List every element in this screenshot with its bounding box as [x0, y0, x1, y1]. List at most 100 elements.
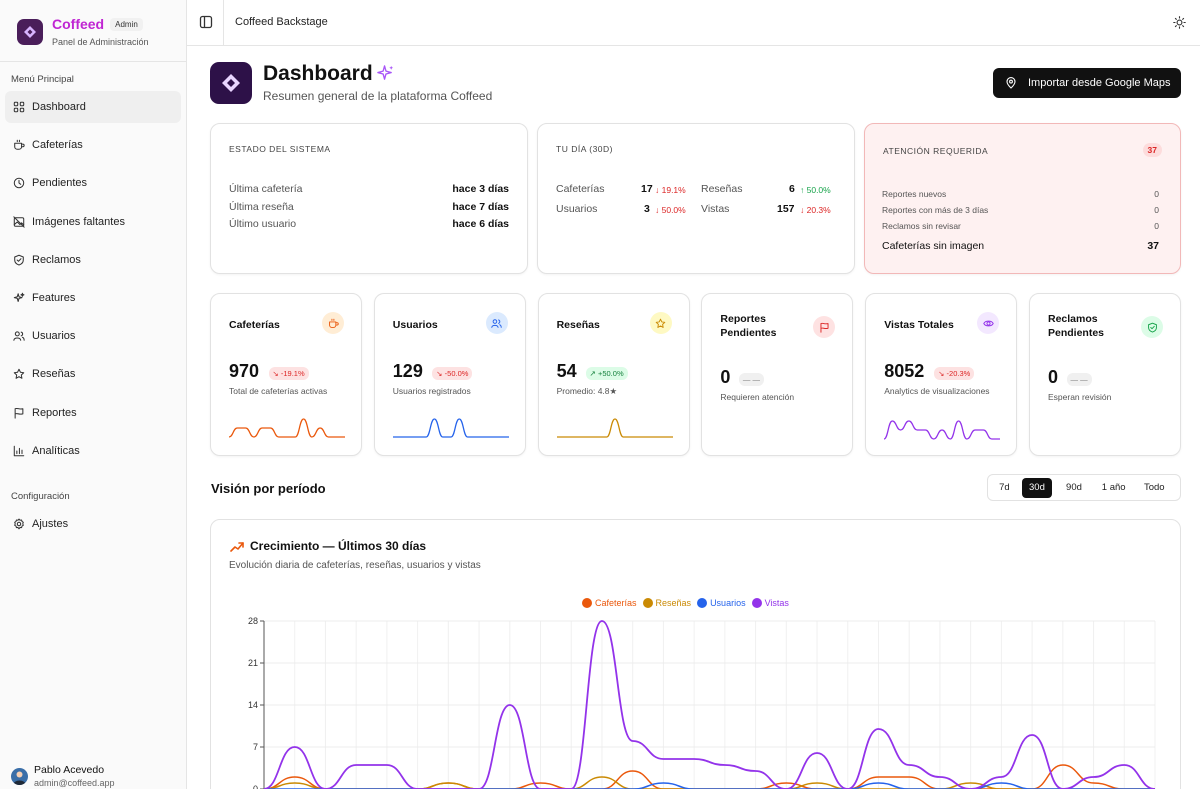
sidebar-item-label: Features	[32, 291, 76, 304]
day-metric-value: 6	[789, 183, 795, 195]
sidebar-item-dashboard[interactable]: Dashboard	[5, 91, 181, 123]
sidebar-item-label: Analíticas	[32, 444, 80, 457]
sidebar-toggle-icon[interactable]	[199, 15, 213, 29]
stat-value: 129	[392, 361, 423, 381]
period-option-1-año[interactable]: 1 año	[1101, 482, 1126, 493]
attention-value: 37	[1147, 240, 1159, 252]
sidebar-item-label: Reseñas	[32, 368, 76, 381]
brand-subtitle: Panel de Administración	[52, 37, 149, 47]
coffee-icon	[328, 318, 339, 328]
status-key: Última cafetería	[229, 183, 303, 195]
stat-card[interactable]: Reclamos Pendientes 0 — — Esperan revisión	[1029, 293, 1181, 456]
period-option-30d[interactable]: 30d	[1021, 477, 1053, 498]
stat-title: Reclamos Pendientes	[1048, 313, 1105, 339]
sidebar-item-im-genes-faltantes[interactable]: Imágenes faltantes	[5, 206, 181, 238]
main-nav: Dashboard Cafeterías Pendientes Imágenes fa…	[5, 91, 181, 473]
status-row: Última reseña hace 7 días	[229, 201, 509, 213]
card-label: TU DÍA (30D)	[556, 144, 614, 154]
day-metric: Reseñas 6 ↑ 50.0%	[701, 183, 839, 195]
y-tick-label: 14	[248, 700, 258, 710]
sidebar-item-cafeter-as[interactable]: Cafeterías	[5, 129, 181, 161]
legend-item[interactable]: Reseñas	[642, 598, 692, 608]
sidebar-item-ajustes[interactable]: Ajustes	[5, 508, 181, 540]
star-icon	[13, 369, 25, 380]
page-title: Dashboard	[263, 62, 373, 85]
flag-icon	[820, 322, 829, 333]
attention-row-main[interactable]: Cafeterías sin imagen 37	[882, 240, 1159, 252]
stat-sparkline	[392, 418, 509, 438]
stat-icon-wrap	[322, 312, 344, 334]
sidebar-item-features[interactable]: Features	[5, 282, 181, 314]
stat-title: Vistas Totales	[884, 319, 954, 331]
sidebar-item-rese-as[interactable]: Reseñas	[5, 358, 181, 390]
day-metric: Cafeterías 17 ↓ 19.1%	[556, 183, 694, 195]
map-pin-icon	[1006, 77, 1016, 89]
period-option-Todo[interactable]: Todo	[1143, 482, 1165, 493]
legend-label: Usuarios	[710, 598, 746, 608]
topbar: Coffeed Backstage	[187, 0, 1200, 46]
diamond-icon	[222, 74, 240, 92]
stat-value: 8052	[884, 361, 925, 381]
legend-swatch	[751, 598, 762, 608]
status-key: Última reseña	[229, 201, 294, 213]
import-button-label: Importar desde Google Maps	[1028, 77, 1171, 89]
stat-card[interactable]: Usuarios 129 ↘ -50.0% Usuarios registrados	[373, 293, 526, 456]
stat-card[interactable]: Reportes Pendientes 0 — — Requieren atenció…	[701, 293, 854, 456]
sidebar-item-label: Dashboard	[32, 101, 86, 113]
sidebar-item-anal-ticas[interactable]: Analíticas	[5, 435, 181, 467]
section-title: Visión por período	[211, 481, 326, 496]
legend-label: Reseñas	[655, 598, 692, 608]
period-option-7d[interactable]: 7d	[999, 482, 1010, 493]
your-day-card: TU DÍA (30D) Cafeterías 17 ↓ 19.1% Reseñ…	[537, 123, 855, 274]
card-label: ESTADO DEL SISTEMA	[229, 144, 331, 154]
brand[interactable]: Coffeed Admin Panel de Administración	[17, 16, 149, 47]
page-subtitle: Resumen general de la plataforma Coffeed	[263, 89, 493, 103]
sidebar-item-reclamos[interactable]: Reclamos	[5, 244, 181, 276]
day-metric-label: Usuarios	[556, 203, 598, 215]
sidebar-item-pendientes[interactable]: Pendientes	[5, 167, 181, 199]
stat-card[interactable]: Cafeterías 970 ↘ -19.1% Total de cafeterías…	[210, 293, 362, 456]
import-google-maps-button[interactable]: Importar desde Google Maps	[993, 68, 1181, 98]
stat-icon-wrap	[813, 316, 836, 338]
legend-item[interactable]: Usuarios	[697, 598, 746, 608]
day-metric: Vistas 157 ↓ 20.3%	[701, 203, 839, 215]
legend-item[interactable]: Vistas	[751, 598, 789, 608]
legend-swatch	[582, 598, 592, 608]
status-key: Último usuario	[229, 218, 297, 230]
stat-delta-badge: ↗ +50.0%	[585, 367, 628, 380]
stat-value: 970	[229, 361, 260, 381]
sun-icon[interactable]	[1173, 16, 1186, 29]
status-value: hace 6 días	[452, 218, 509, 230]
layout-grid-icon	[13, 101, 25, 113]
status-value: hace 7 días	[452, 201, 509, 213]
day-metric-value: 17	[641, 183, 653, 195]
sidebar-item-label: Reclamos	[32, 253, 81, 266]
stat-card[interactable]: Vistas Totales 8052 ↘ -20.3% Analytics de v…	[865, 293, 1018, 456]
sidebar-item-usuarios[interactable]: Usuarios	[5, 320, 181, 352]
sidebar-item-reportes[interactable]: Reportes	[5, 397, 181, 429]
stat-icon-wrap	[649, 312, 672, 334]
attention-count-badge: 37	[1142, 143, 1162, 157]
gear-icon	[14, 518, 24, 530]
attention-row: Reportes con más de 3 días 0	[882, 205, 1159, 215]
sparkles-icon	[13, 292, 25, 302]
growth-chart-card: Crecimiento — Últimos 30 días Evolución …	[210, 519, 1181, 789]
user-name: Pablo Acevedo	[34, 764, 105, 776]
attention-card: ATENCIÓN REQUERIDA 37 Reportes nuevos 0 R…	[864, 123, 1181, 274]
period-option-90d[interactable]: 90d	[1066, 482, 1082, 493]
stat-subtitle: Promedio: 4.8★	[556, 386, 618, 396]
stat-subtitle: Total de cafeterías activas	[229, 386, 328, 396]
flag-icon	[14, 407, 24, 419]
attention-key: Reportes con más de 3 días	[882, 205, 989, 215]
attention-value: 0	[1154, 205, 1159, 215]
stat-subtitle: Requieren atención	[720, 392, 795, 402]
stat-icon-wrap	[485, 312, 508, 334]
attention-value: 0	[1154, 189, 1159, 199]
legend-item[interactable]: Cafeterías	[582, 598, 637, 608]
stat-card[interactable]: Reseñas 54 ↗ +50.0% Promedio: 4.8★	[537, 293, 690, 456]
sidebar-item-label: Imágenes faltantes	[32, 215, 125, 228]
card-label: ATENCIÓN REQUERIDA	[883, 146, 989, 156]
group-label-main: Menú Principal	[11, 74, 74, 85]
user-profile[interactable]: Pablo Acevedo admin@coffeed.app	[11, 764, 115, 788]
system-status-card: ESTADO DEL SISTEMA Última cafetería hace …	[210, 123, 528, 274]
